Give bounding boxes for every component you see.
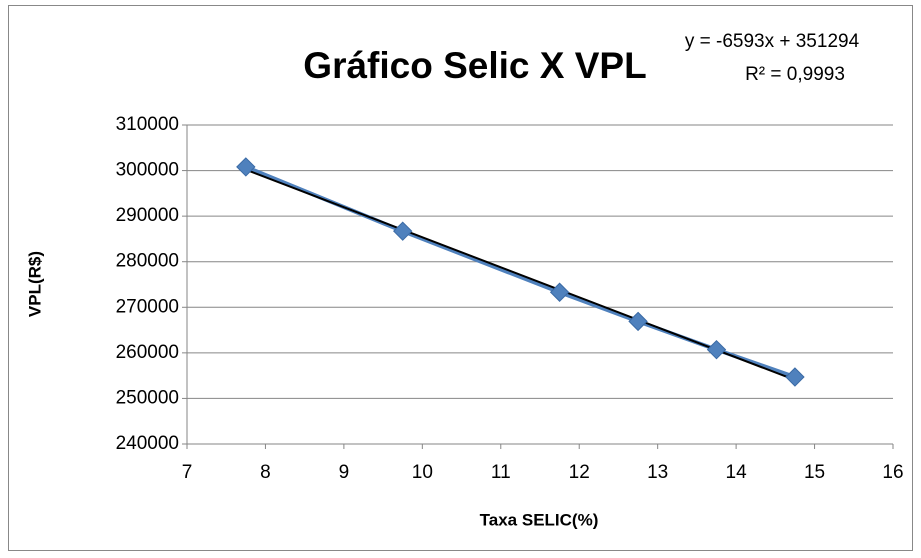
x-axis-title: Taxa SELIC(%) <box>480 510 599 529</box>
x-tick-label: 12 <box>569 462 590 483</box>
chart-border <box>8 5 913 551</box>
trendline-r2: R² = 0,9993 <box>745 64 845 85</box>
marker <box>236 157 256 177</box>
y-tick-label: 240000 <box>116 433 179 454</box>
x-tick-label: 10 <box>412 462 433 483</box>
chart-title: Gráfico Selic X VPL <box>303 45 646 86</box>
y-tick-label: 260000 <box>116 342 179 363</box>
marker <box>785 367 805 387</box>
y-tick-label: 290000 <box>116 205 179 226</box>
marker <box>706 339 727 360</box>
y-axis-title: VPL(R$) <box>25 251 44 317</box>
marker <box>393 221 413 241</box>
y-tick-label: 250000 <box>116 387 179 408</box>
y-tick-label: 310000 <box>116 114 179 135</box>
marker <box>628 311 648 332</box>
x-tick-label: 13 <box>647 462 668 483</box>
x-tick-label: 15 <box>804 462 825 483</box>
y-tick-label: 280000 <box>116 251 179 272</box>
trendline <box>245 168 796 381</box>
x-tick-label: 16 <box>882 462 903 483</box>
trendline-equation: y = -6593x + 351294 <box>685 31 860 52</box>
x-tick-label: 9 <box>339 462 350 483</box>
y-tick-label: 300000 <box>116 160 179 181</box>
marker <box>549 282 570 302</box>
x-tick-label: 7 <box>182 462 193 483</box>
y-tick-label: 270000 <box>116 296 179 317</box>
x-tick-label: 11 <box>491 462 511 483</box>
x-tick-label: 8 <box>260 462 271 483</box>
x-tick-label: 14 <box>726 462 748 483</box>
